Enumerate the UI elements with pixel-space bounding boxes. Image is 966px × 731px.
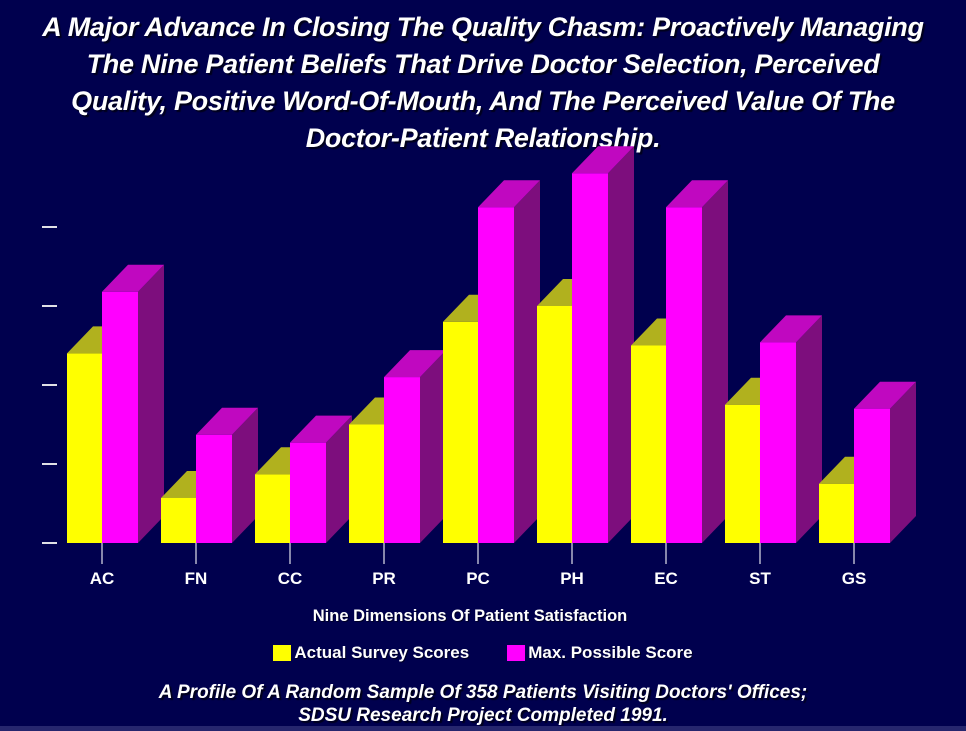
title-line: Quality, Positive Word-Of-Mouth, And The… <box>71 86 895 116</box>
bar-top-max-GS <box>854 381 916 409</box>
bar-top-max-PC <box>478 180 540 208</box>
slide-footer: A Profile Of A Random Sample Of 358 Pati… <box>0 681 966 727</box>
category-label: FN <box>185 569 208 588</box>
bar-actual-PR <box>349 424 384 543</box>
bar-top-max-PR <box>384 350 446 378</box>
x-axis-title: Nine Dimensions Of Patient Satisfaction <box>312 607 628 625</box>
legend-label-actual: Actual Survey Scores <box>294 643 470 662</box>
bar-side-max-FN <box>232 407 258 543</box>
bar-actual-GS <box>819 483 854 543</box>
legend-label-max: Max. Possible Score <box>528 643 693 662</box>
bar-max-AC <box>102 291 138 543</box>
legend-swatch-actual-icon <box>273 645 292 661</box>
footer-line: SDSU Research Project Completed 1991. <box>298 705 668 726</box>
bar-top-max-ST <box>760 315 822 343</box>
category-label: EC <box>654 569 678 588</box>
bar-max-ST <box>760 342 796 543</box>
bar-side-max-EC <box>702 180 728 543</box>
chart-legend: Actual Survey Scores Max. Possible Score <box>0 643 966 663</box>
bar-max-EC <box>666 207 702 543</box>
bottom-edge <box>0 726 966 731</box>
bar-side-max-AC <box>138 264 164 543</box>
footer-line: A Profile Of A Random Sample Of 358 Pati… <box>158 682 808 703</box>
bar-top-max-CC <box>290 415 352 443</box>
bar-side-max-PC <box>514 180 540 543</box>
bar-side-max-CC <box>326 415 352 543</box>
category-label: ST <box>749 569 771 588</box>
bar-side-max-ST <box>796 315 822 543</box>
bar-max-PC <box>478 207 514 543</box>
title-line: A Major Advance In Closing The Quality C… <box>42 12 924 42</box>
bar-max-PH <box>572 173 608 543</box>
bar-actual-AC <box>67 353 102 543</box>
bar-top-max-EC <box>666 180 728 208</box>
legend-swatch-max-icon <box>507 645 526 661</box>
bar-actual-EC <box>631 345 666 543</box>
bar-top-max-AC <box>102 264 164 292</box>
category-label: GS <box>842 569 867 588</box>
bar-actual-PH <box>537 306 572 543</box>
bar-actual-FN <box>161 497 196 543</box>
bar-side-max-PH <box>608 146 634 543</box>
bar-max-GS <box>854 408 890 543</box>
bar-side-max-GS <box>890 381 916 543</box>
bar-side-max-PR <box>420 350 446 543</box>
bar-actual-ST <box>725 404 760 543</box>
bar-actual-CC <box>255 474 290 543</box>
category-label: PC <box>466 569 490 588</box>
legend-item-actual: Actual Survey Scores <box>273 643 469 663</box>
bar-max-FN <box>196 434 232 543</box>
bar-actual-PC <box>443 321 478 543</box>
category-label: AC <box>90 569 115 588</box>
legend-item-max: Max. Possible Score <box>507 643 693 663</box>
category-label: CC <box>278 569 303 588</box>
category-label: PH <box>560 569 584 588</box>
bar-top-max-PH <box>572 146 634 174</box>
title-line: The Nine Patient Beliefs That Drive Doct… <box>86 49 880 79</box>
category-label: PR <box>372 569 396 588</box>
bar-max-PR <box>384 377 420 543</box>
bar-max-CC <box>290 442 326 543</box>
slide-title: A Major Advance In Closing The Quality C… <box>0 9 966 157</box>
bar-top-max-FN <box>196 407 258 435</box>
